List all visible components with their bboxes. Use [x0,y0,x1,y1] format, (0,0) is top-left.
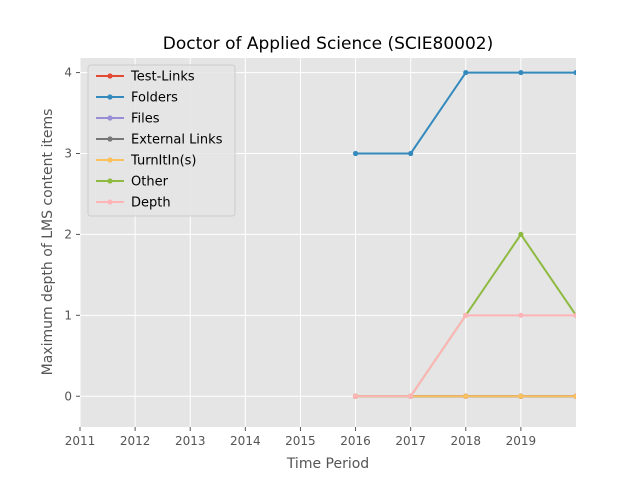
legend-item: Files [96,112,160,127]
legend-item: Other [96,175,169,190]
x-tick-label: 2019 [506,434,537,448]
x-tick-label: 2016 [340,434,371,448]
data-point [463,393,469,399]
legend-box [87,64,236,217]
data-point [518,69,524,76]
series-layer [352,69,576,399]
data-point [518,312,524,318]
legend-marker [107,199,113,205]
x-tick-label: 2012 [120,434,151,448]
data-point [573,393,576,399]
y-tick-label: 2 [64,227,72,241]
data-point [573,69,576,76]
legend-label: TurnItIn(s) [130,154,196,169]
data-point [518,393,524,399]
legend-label: External Links [131,133,223,148]
data-point [463,312,469,318]
legend-marker [107,136,113,142]
x-tick-label: 2011 [65,434,96,448]
legend: Test-Links Folders Files External Links Turn… [87,64,236,217]
x-tick-label: 2015 [285,434,316,448]
legend-marker [107,157,113,163]
series-depth [352,312,576,399]
data-point [463,69,469,76]
legend-item: External Links [96,133,223,148]
legend-label: Other [131,175,169,190]
data-point [518,231,524,238]
y-axis: 0 1 2 3 4 [64,66,80,403]
x-axis: 2011 2012 2013 2014 2015 2016 2017 2018 2019 [65,427,536,448]
legend-marker [107,178,113,184]
data-point [408,150,414,157]
legend-item: TurnItIn(s) [96,154,196,169]
legend-label: Folders [131,91,178,106]
legend-item: Depth [96,196,171,211]
legend-marker [107,73,113,79]
chart-title: Doctor of Applied Science (SCIE80002) [163,34,493,54]
series-folders [352,69,576,157]
x-tick-label: 2018 [451,434,482,448]
y-tick-label: 3 [64,146,72,160]
y-tick-label: 0 [64,389,72,403]
x-tick-label: 2013 [175,434,206,448]
y-tick-label: 4 [64,66,72,80]
legend-item: Folders [96,91,178,106]
legend-marker [107,115,113,121]
x-axis-label: Time Period [286,456,369,472]
legend-marker [107,94,113,100]
x-tick-label: 2014 [230,434,261,448]
y-tick-label: 1 [64,308,72,322]
legend-label: Depth [131,196,171,211]
data-point [408,393,414,399]
legend-label: Test-Links [130,70,195,85]
data-point [352,393,359,399]
data-point [573,312,576,318]
x-tick-label: 2017 [395,434,426,448]
y-axis-label: Maximum depth of LMS content items [40,109,56,376]
legend-item: Test-Links [96,70,195,85]
legend-label: Files [131,112,160,127]
data-point [352,150,359,157]
